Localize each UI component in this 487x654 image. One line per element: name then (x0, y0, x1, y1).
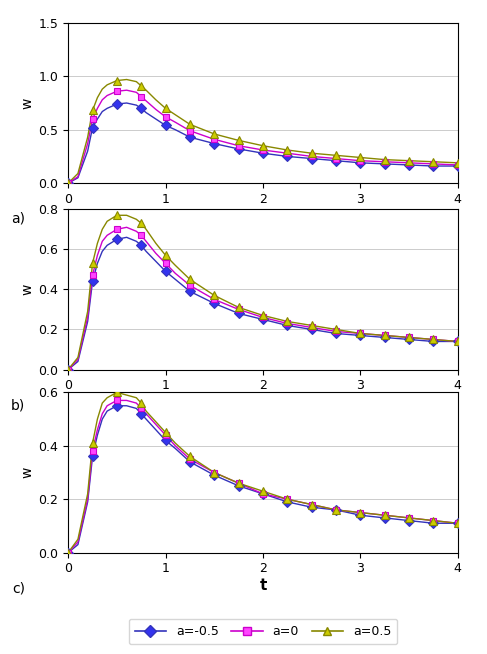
X-axis label: t: t (259, 395, 267, 410)
Y-axis label: w: w (20, 467, 34, 478)
Text: b): b) (11, 398, 25, 413)
Text: a): a) (11, 212, 25, 226)
X-axis label: t: t (259, 578, 267, 593)
X-axis label: t: t (259, 209, 267, 224)
Text: c): c) (12, 581, 25, 596)
Y-axis label: w: w (20, 284, 34, 295)
Legend: a=-0.5, a=0, a=0.5: a=-0.5, a=0, a=0.5 (129, 619, 397, 644)
Y-axis label: w: w (20, 97, 34, 109)
